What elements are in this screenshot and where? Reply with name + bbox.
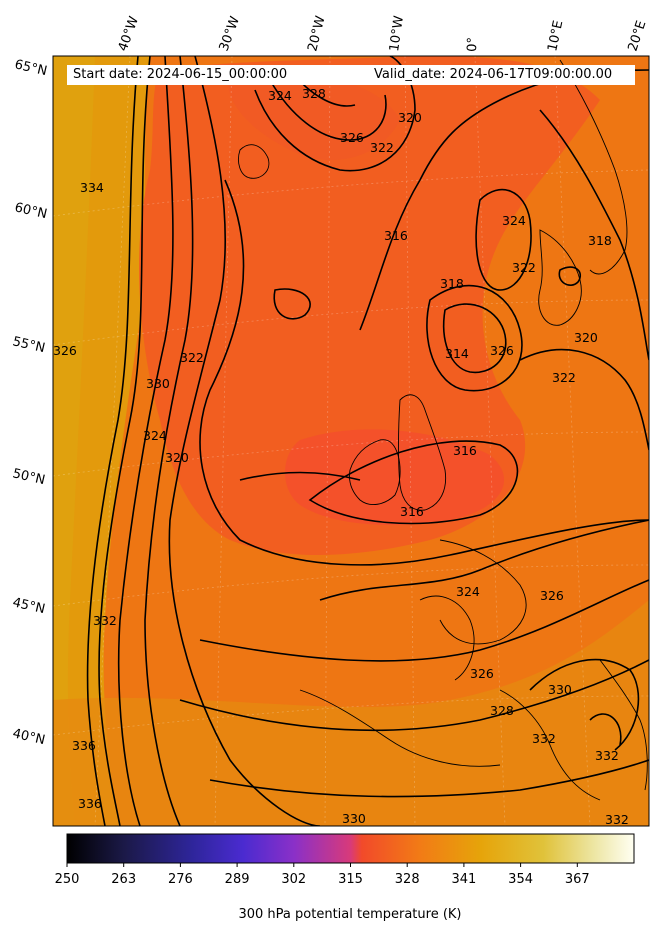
latitude-label: 65°N <box>13 57 48 79</box>
contour-label: 326 <box>340 130 364 145</box>
contour-labels: 324 328 326 322 320 334 316 324 322 318 … <box>53 86 629 827</box>
map-frame <box>52 55 650 827</box>
longitude-label: 10°W <box>387 15 407 53</box>
longitude-label: 30°W <box>217 14 243 53</box>
contour-label: 324 <box>456 584 480 599</box>
latitude-labels: 65°N 60°N 55°N 50°N 45°N 40°N <box>11 57 48 748</box>
contour-label: 332 <box>595 748 619 763</box>
temperature-field: 324 328 326 322 320 334 316 324 322 318 … <box>53 56 649 827</box>
colorbar-label: 300 hPa potential temperature (K) <box>238 907 462 922</box>
contour-label: 326 <box>540 588 564 603</box>
contour-label: 328 <box>490 703 514 718</box>
contour-label: 316 <box>400 504 424 519</box>
contour-label: 332 <box>93 613 117 628</box>
start-date: Start date: 2024-06-15_00:00:00 <box>73 67 288 82</box>
contour-label: 318 <box>588 233 612 248</box>
latitude-label: 50°N <box>11 466 46 488</box>
longitude-label: 0° <box>465 37 481 52</box>
contour-label: 318 <box>440 276 464 291</box>
contour-label: 322 <box>180 350 204 365</box>
contour-label: 322 <box>512 260 536 275</box>
contour-label: 336 <box>78 796 102 811</box>
colorbar <box>66 833 635 864</box>
contour-label: 330 <box>342 811 366 826</box>
contour-label: 320 <box>574 330 598 345</box>
latitude-label: 40°N <box>11 726 46 748</box>
longitude-label: 10°E <box>545 19 566 53</box>
contour-label: 332 <box>605 812 629 827</box>
contour-label: 328 <box>302 86 326 101</box>
contour-label: 324 <box>143 428 167 443</box>
contour-label: 334 <box>80 180 104 195</box>
contour-label: 330 <box>548 682 572 697</box>
contour-label: 314 <box>445 346 469 361</box>
contour-label: 330 <box>146 376 170 391</box>
contour-label: 316 <box>384 228 408 243</box>
longitude-label: 20°W <box>305 14 328 53</box>
contour-label: 326 <box>490 343 514 358</box>
contour-label: 320 <box>165 450 189 465</box>
contour-label: 322 <box>370 140 394 155</box>
contour-label: 332 <box>532 731 556 746</box>
valid-date: Valid_date: 2024-06-17T09:00:00.00 <box>374 67 613 82</box>
latitude-label: 45°N <box>11 595 46 617</box>
contour-label: 324 <box>268 88 292 103</box>
contour-label: 322 <box>552 370 576 385</box>
contour-label: 324 <box>502 213 526 228</box>
latitude-label: 55°N <box>11 334 46 356</box>
contour-label: 326 <box>53 343 77 358</box>
longitude-labels: 40°W 30°W 20°W 10°W 0° 10°E 20°E <box>116 14 650 53</box>
latitude-label: 60°N <box>13 200 48 222</box>
contour-label: 336 <box>72 738 96 753</box>
contour-label: 316 <box>453 443 477 458</box>
longitude-label: 20°E <box>626 19 650 53</box>
colorbar-tick-marks <box>66 863 578 867</box>
contour-label: 326 <box>470 666 494 681</box>
contour-label: 320 <box>398 110 422 125</box>
longitude-label: 40°W <box>116 14 142 53</box>
header-box <box>67 65 635 85</box>
